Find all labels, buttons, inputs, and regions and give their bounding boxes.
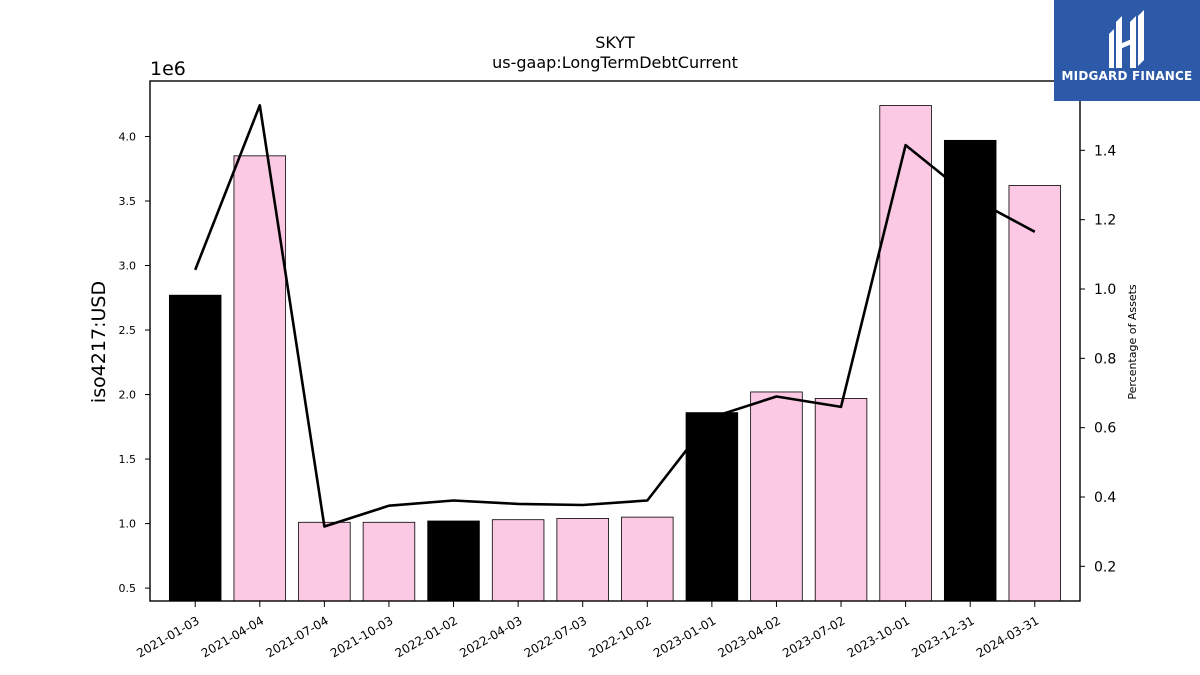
x-tick-label: 2021-01-03 xyxy=(134,613,201,660)
plot-frame xyxy=(149,80,1081,602)
y-tick-label: 1.0 xyxy=(119,518,137,531)
y2-tick-label: 1.2 xyxy=(1094,213,1116,229)
x-tick-label: 2021-07-04 xyxy=(263,613,330,660)
y2-tick-label: 0.4 xyxy=(1094,490,1116,506)
x-tick-label: 2023-07-02 xyxy=(780,613,847,660)
y2-axis-label: Percentage of Assets xyxy=(1126,284,1139,400)
x-tick-label: 2023-12-31 xyxy=(909,613,976,660)
bar-2023-07-02 xyxy=(814,398,868,602)
bar-2021-07-04 xyxy=(298,521,351,602)
bar-2021-10-03 xyxy=(362,521,416,602)
y-tick-label: 2.5 xyxy=(119,324,137,337)
bar-2023-12-31 xyxy=(943,139,997,602)
y2-tick-label: 1.4 xyxy=(1094,143,1116,159)
midgard-logo-mark-icon xyxy=(1109,10,1144,68)
y-tick-label: 4.0 xyxy=(119,130,137,143)
y-tick-label: 2.0 xyxy=(119,389,137,402)
x-tick-label: 2023-04-02 xyxy=(716,613,783,660)
chart-subtitle: us-gaap:LongTermDebtCurrent xyxy=(492,53,738,72)
y-tick-label: 0.5 xyxy=(119,582,137,595)
x-tick-label: 2022-10-02 xyxy=(586,613,653,660)
y-tick-label: 3.5 xyxy=(119,195,137,208)
bars-layer xyxy=(168,105,1062,602)
x-tick-label: 2022-07-03 xyxy=(522,613,589,660)
x-tick-label: 2023-10-01 xyxy=(845,613,912,660)
x-tick-label: 2023-01-01 xyxy=(651,613,718,660)
line-layer xyxy=(193,104,1036,528)
bar-2021-01-03 xyxy=(168,294,222,602)
x-tick-label: 2022-01-02 xyxy=(393,613,460,660)
chart-title: SKYT xyxy=(595,33,635,52)
y2-tick-label: 0.6 xyxy=(1094,421,1116,437)
y-axis-label: iso4217:USD xyxy=(88,281,110,403)
y2-tick-label: 0.8 xyxy=(1094,351,1116,367)
y-tick-label: 1.5 xyxy=(119,453,137,466)
x-tick-label: 2024-03-31 xyxy=(974,613,1041,660)
bar-2022-04-03 xyxy=(491,519,545,602)
bar-2022-10-02 xyxy=(621,516,674,602)
x-tick-label: 2022-04-03 xyxy=(457,613,524,660)
x-tick-label: 2021-10-03 xyxy=(328,613,395,660)
asset-percentage-line xyxy=(193,104,1036,528)
brand-name: MIDGARD FINANCE xyxy=(1061,69,1193,83)
bar-2024-03-31 xyxy=(1008,185,1062,602)
y2-tick-label: 0.2 xyxy=(1094,559,1116,575)
x-tick-label: 2021-04-04 xyxy=(199,613,266,660)
bar-2021-04-04 xyxy=(233,155,287,602)
bar-2023-04-02 xyxy=(750,391,803,602)
bar-2022-01-02 xyxy=(427,520,480,602)
bar-2022-07-03 xyxy=(556,518,609,602)
y2-tick-label: 1.0 xyxy=(1094,282,1116,298)
y-offset-label: 1e6 xyxy=(150,58,186,80)
bar-2023-10-01 xyxy=(879,105,932,602)
bar-2023-01-01 xyxy=(685,412,739,602)
y-tick-label: 3.0 xyxy=(119,260,137,273)
midgard-finance-logo: MIDGARD FINANCE xyxy=(1054,0,1200,101)
